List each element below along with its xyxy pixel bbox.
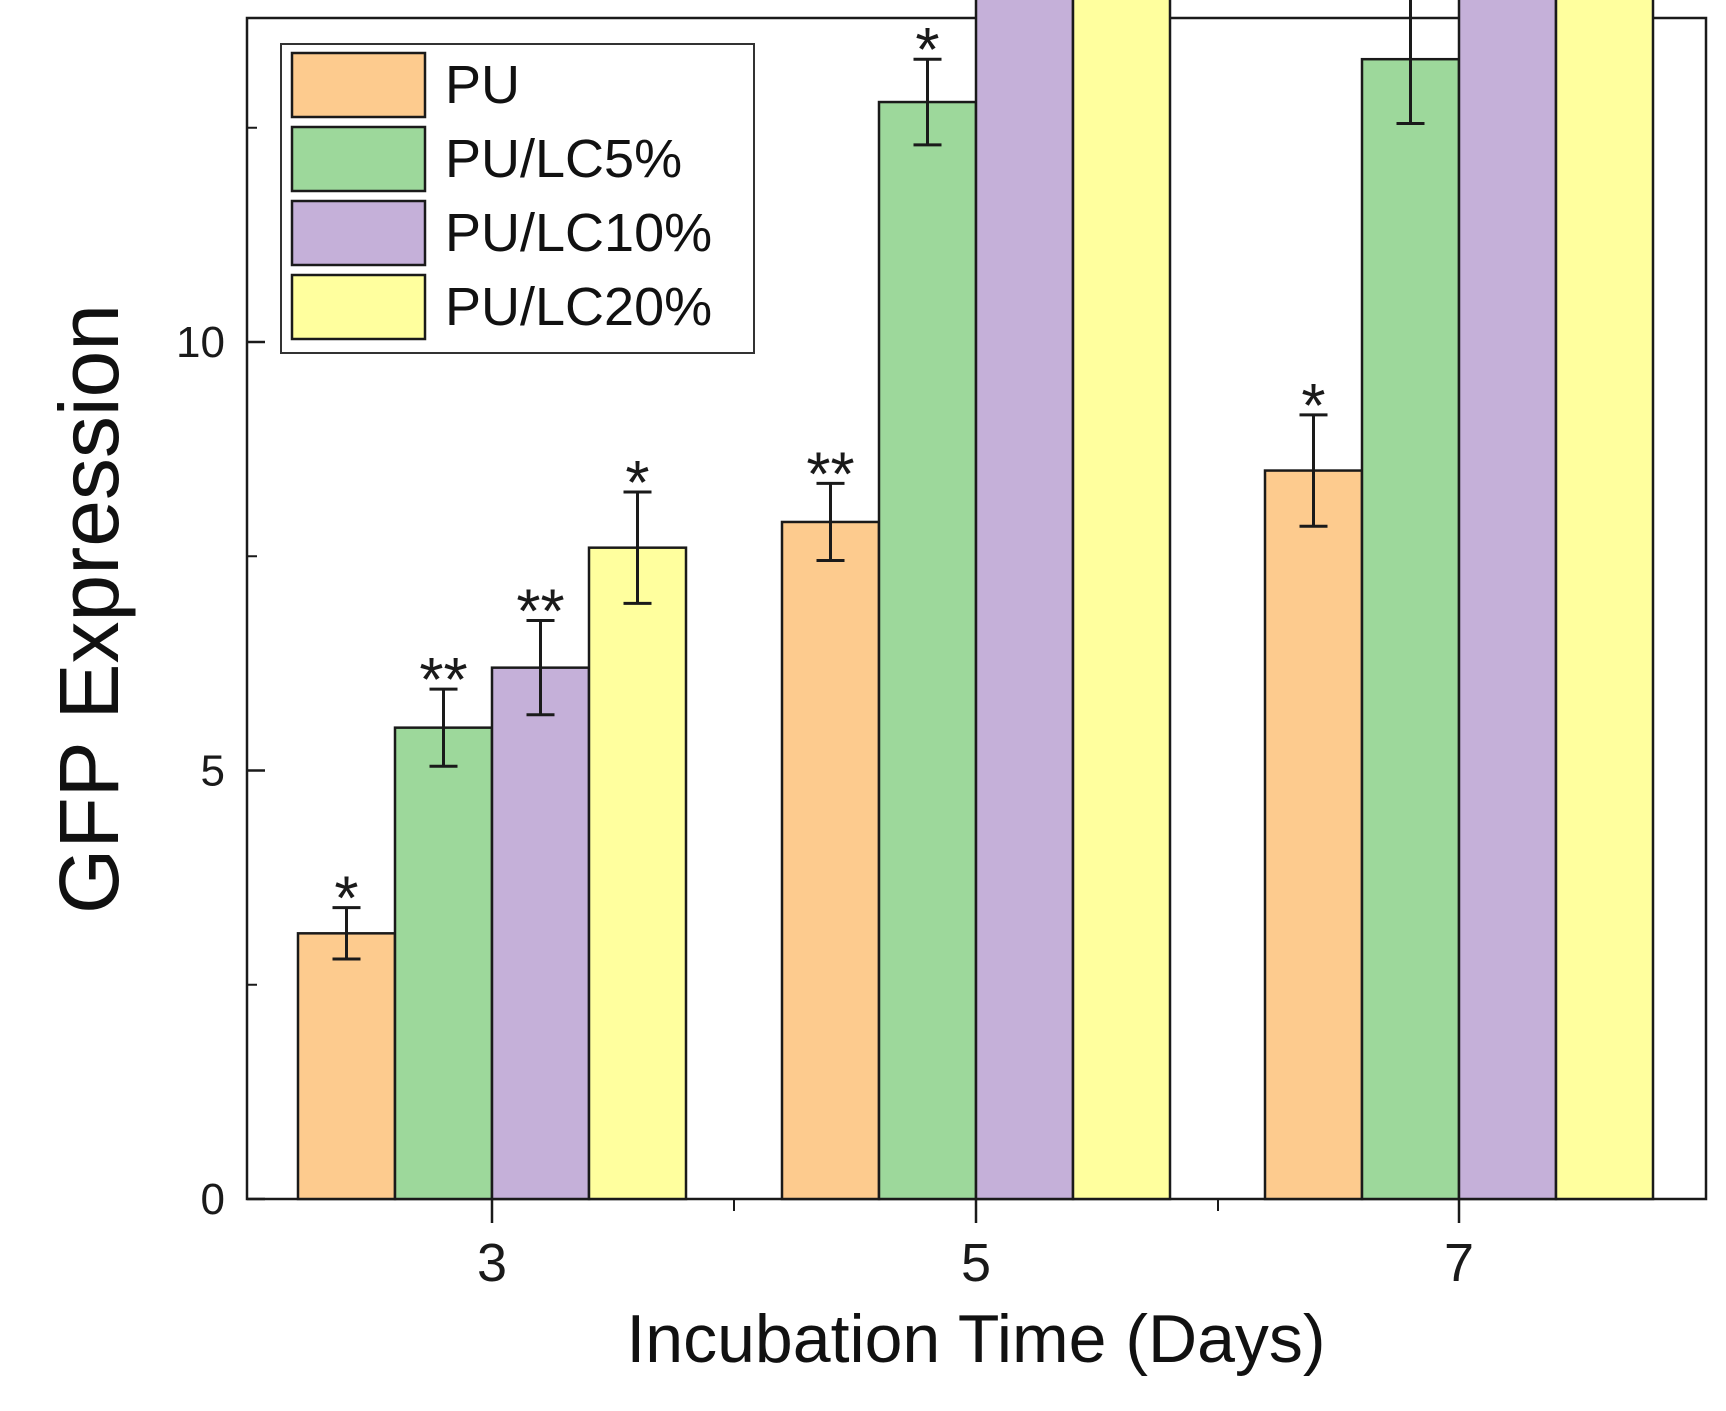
significance-label: * [915, 16, 939, 85]
legend-label-PU/LC20%: PU/LC20% [445, 277, 712, 337]
bar-PU/LC20%-day-3 [587, 546, 688, 1201]
bar-PU/LC20%-day-7 [1554, 0, 1655, 1201]
y-tick-label: 5 [201, 747, 225, 796]
significance-label: * [1301, 372, 1325, 441]
bar-PU/LC5%-day-5 [877, 100, 978, 1201]
legend-swatch-PU/LC10% [290, 199, 427, 267]
y-tick-label: 0 [201, 1175, 225, 1224]
significance-label: ** [516, 578, 564, 647]
bar-PU/LC5%-day-7 [1360, 57, 1461, 1201]
x-axis-title: Incubation Time (Days) [626, 1301, 1325, 1377]
bar-PU/LC10%-day-3 [490, 666, 591, 1201]
legend-label-PU/LC5%: PU/LC5% [445, 129, 682, 189]
legend-label-PU/LC10%: PU/LC10% [445, 203, 712, 263]
bar-PU/LC5%-day-3 [393, 726, 494, 1201]
x-tick-label: 7 [1444, 1233, 1474, 1293]
bar-PU/LC10%-day-5 [974, 0, 1075, 1201]
bar-PU/LC20%-day-5 [1071, 0, 1172, 1201]
bar-PU-day-7 [1263, 469, 1364, 1201]
bar-PU-day-3 [296, 932, 397, 1201]
legend-swatch-PU/LC5% [290, 125, 427, 193]
legend: PU PU/LC5% PU/LC10% PU/LC20% [280, 43, 755, 354]
significance-label: * [625, 449, 649, 518]
bar-PU/LC10%-day-7 [1457, 0, 1558, 1201]
significance-label: ** [806, 440, 854, 509]
y-axis-title: GFP Expression [42, 304, 136, 914]
significance-label: ** [419, 646, 467, 715]
legend-swatch-PU/LC20% [290, 273, 427, 341]
x-tick-label: 5 [961, 1233, 991, 1293]
bar-PU-day-5 [780, 520, 881, 1201]
significance-label: * [1398, 0, 1422, 21]
y-tick-label: 10 [176, 318, 225, 367]
axes-layer: 0510152025357 [176, 126, 1474, 1293]
significance-label: * [334, 865, 358, 934]
bars-layer: ******************* [296, 0, 1655, 1201]
x-tick-label: 3 [477, 1233, 507, 1293]
legend-label-PU: PU [445, 55, 520, 115]
legend-swatch-PU [290, 51, 427, 119]
